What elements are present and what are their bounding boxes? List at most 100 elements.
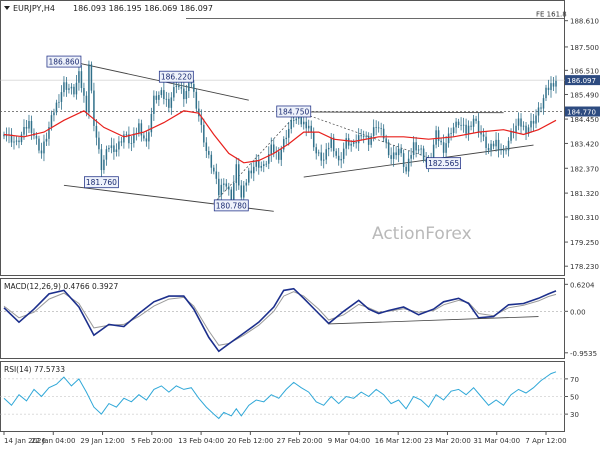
price-pane[interactable] [0, 0, 565, 276]
price-label-text: 186.220 [161, 73, 192, 82]
candle-body [505, 150, 507, 152]
macd-tick-label: 0.6204 [570, 281, 595, 289]
price-tick-label: 181.320 [570, 190, 599, 198]
macd-title: MACD(12,26,9) 0.4766 0.3927 [4, 282, 118, 291]
candle-body [195, 91, 198, 109]
candle-body [520, 118, 522, 127]
time-tick-label: 16 Mar 12:00 [375, 437, 422, 445]
candle-body [332, 137, 335, 152]
candle-body [190, 83, 193, 85]
candle-body [255, 160, 258, 167]
candle-body [342, 148, 345, 160]
candle-body [385, 138, 387, 143]
candle-body [377, 127, 380, 129]
candle-body [225, 183, 228, 187]
time-tick-label: 14 Jan 2026 [4, 437, 47, 445]
macd-trend-line [328, 316, 539, 325]
candle-body [45, 138, 48, 142]
candle-body [300, 116, 302, 125]
price-tag-text: 186.097 [567, 77, 596, 85]
candle-body [555, 80, 557, 87]
candle-body [105, 149, 108, 160]
candle-body [165, 98, 168, 100]
candle-body [153, 95, 155, 114]
price-label-text: 180.780 [216, 201, 247, 210]
price-tag-box [565, 75, 600, 86]
candle-body [278, 151, 280, 160]
time-tick-label: 7 Apr 12:00 [525, 437, 566, 445]
rsi-line [3, 371, 557, 420]
candle-body [442, 142, 445, 153]
macd-pane[interactable] [0, 278, 565, 359]
candle-body [445, 143, 447, 153]
price-tick-label: 182.370 [570, 165, 599, 173]
watermark: ActionForex [372, 224, 472, 244]
candle-body [238, 164, 240, 186]
candle-body [337, 155, 340, 161]
candle-body [123, 134, 125, 143]
price-label: 180.780 [213, 199, 249, 212]
price-label-box [213, 199, 249, 212]
candle-body [380, 128, 382, 129]
candle-body [372, 127, 375, 137]
candle-body [310, 125, 312, 132]
candle-body [340, 159, 342, 161]
candle-body [467, 125, 470, 134]
candle-body [100, 149, 103, 171]
price-label-box [158, 70, 194, 83]
candle-body [392, 152, 395, 159]
candle-body [60, 92, 63, 102]
candle-body [80, 71, 83, 89]
candle-body [507, 140, 510, 151]
candle-body [415, 142, 417, 151]
candle-body [362, 136, 365, 137]
candle-body [350, 143, 352, 146]
candle-body [395, 152, 397, 156]
candle-body [88, 64, 90, 113]
candle-body [65, 82, 68, 90]
dropdown-triangle-icon[interactable] [4, 6, 10, 10]
candle-body [283, 139, 285, 150]
price-label-boxes: 186.860 186.220 184.750 181.760 180.780 182.5… [46, 55, 462, 212]
candle-body [345, 138, 347, 149]
candle-body [312, 131, 315, 148]
price-tick-label: 179.250 [570, 239, 599, 247]
rsi-tick-label: 70 [570, 376, 579, 384]
candle-body [492, 143, 495, 147]
candle-body [327, 147, 330, 150]
candle-body [133, 133, 135, 144]
candle-body [38, 138, 40, 151]
candle-body [173, 87, 175, 98]
candle-body [205, 142, 208, 152]
candle-body [502, 150, 505, 152]
candle-body [163, 90, 165, 100]
candle-body [188, 83, 190, 92]
candle-body [315, 147, 317, 154]
candle-body [290, 120, 292, 129]
candle-body [525, 125, 527, 134]
candle-body [292, 120, 295, 121]
candle-body [20, 134, 23, 143]
candle-body [420, 148, 422, 150]
price-label-text: 186.860 [48, 58, 79, 67]
price-label: 182.565 [426, 157, 462, 170]
candle-body [307, 125, 310, 129]
candle-body [40, 150, 43, 154]
candle-body [110, 145, 113, 148]
candle-body [115, 149, 118, 152]
candle-body [78, 71, 80, 83]
candle-body [258, 160, 260, 168]
time-tick-label: 23 Mar 20:00 [424, 437, 471, 445]
candle-body [103, 159, 105, 171]
candle-body [5, 135, 8, 137]
candle-body [218, 178, 220, 196]
candle-body [55, 102, 58, 113]
candle-body [265, 163, 268, 165]
candle-body [482, 134, 485, 137]
price-tick-label: 183.420 [570, 140, 599, 148]
candle-body [208, 151, 210, 155]
candle-body [480, 132, 482, 135]
candle-body [305, 121, 307, 129]
